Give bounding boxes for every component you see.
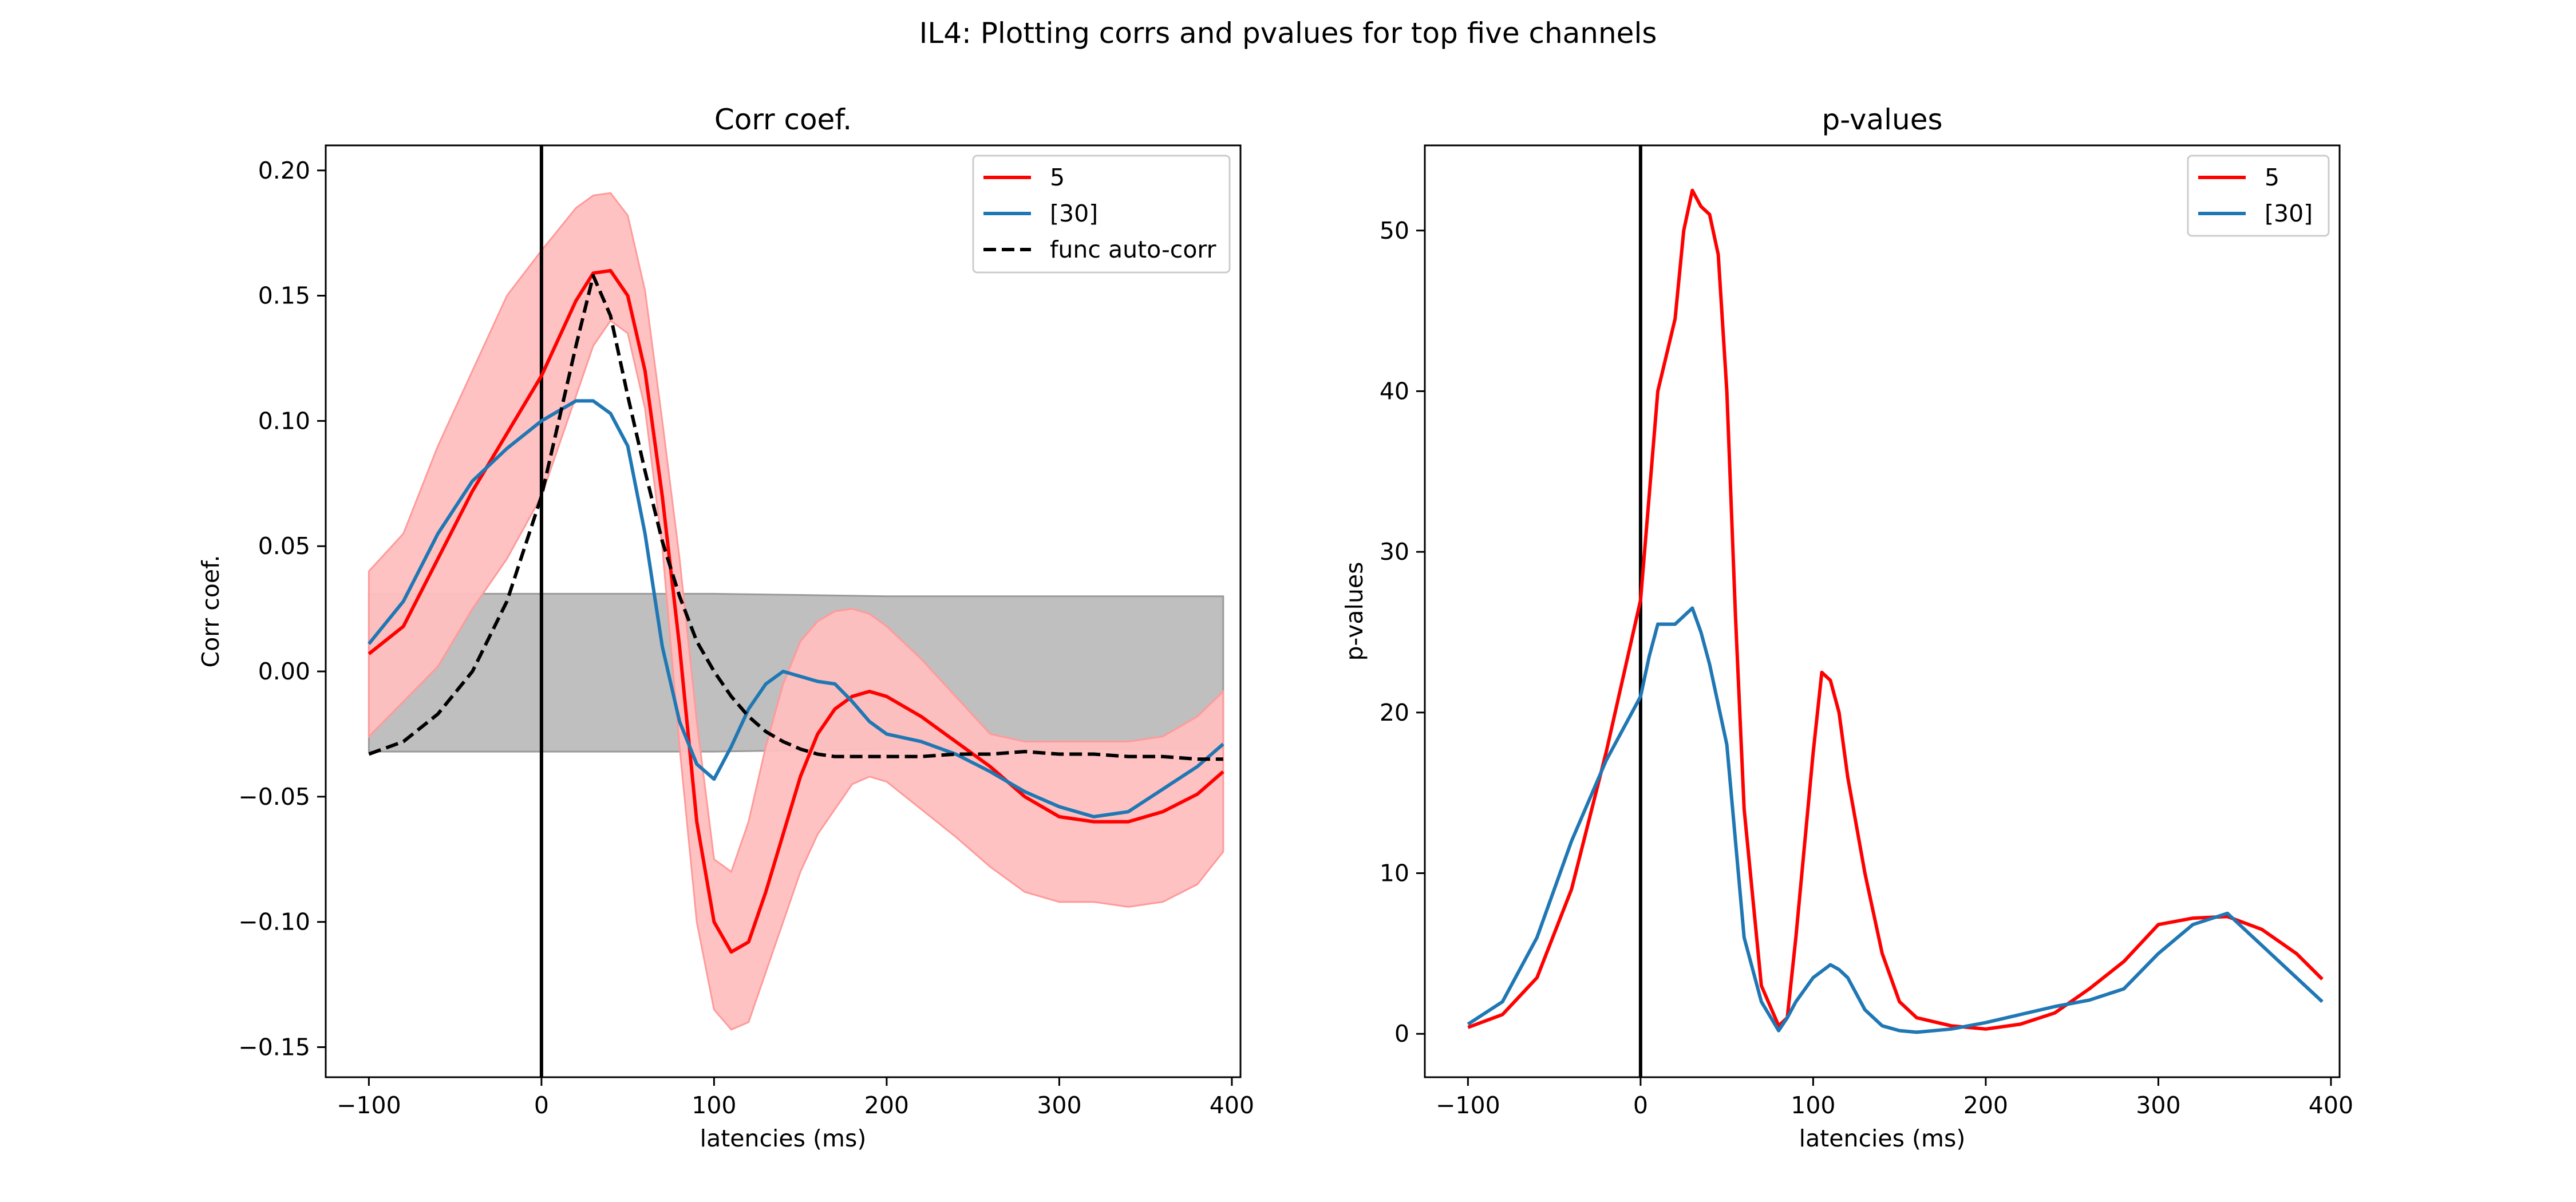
y-tick-label: 0.05 [258, 532, 310, 560]
y-tick-label: 0.00 [258, 658, 310, 685]
x-tick-label: 400 [1210, 1092, 1254, 1119]
series-5-confidence-band [368, 192, 1224, 1031]
series-line-30 [1467, 606, 2324, 1034]
p-values-y-axis-label: p-values [1341, 562, 1368, 661]
series-line-30 [368, 399, 1224, 819]
legend-label-5: 5 [2265, 164, 2279, 191]
x-tick-label: 100 [692, 1092, 736, 1119]
corr-coef-y-ticks: −0.15 −0.10 −0.05 0.00 0.05 0.10 0.15 0.20 [238, 157, 326, 1061]
y-tick-label: 50 [1380, 217, 1409, 244]
x-tick-label: −100 [337, 1092, 401, 1119]
y-tick-label: 0 [1394, 1020, 1409, 1047]
x-tick-label: 400 [2309, 1092, 2353, 1119]
corr-coef-x-ticks: −100 0 100 200 300 400 [337, 1077, 1254, 1119]
y-tick-label: 0.15 [258, 282, 310, 310]
p-values-x-ticks: −100 0 100 200 300 400 [1436, 1077, 2353, 1119]
corr-coef-legend-box [972, 155, 1231, 274]
y-tick-label: 20 [1380, 699, 1409, 726]
figure-suptitle: IL4: Plotting corrs and pvalues for top … [919, 17, 1657, 50]
legend-label-30: [30] [1050, 200, 1098, 227]
y-tick-label: −0.15 [238, 1033, 310, 1061]
corr-coef-axes-title: Corr coef. [714, 103, 852, 136]
y-tick-label: 10 [1380, 860, 1409, 887]
y-tick-label: −0.05 [238, 783, 310, 810]
legend-label-5: 5 [1050, 164, 1065, 191]
p-values-axes-title: p-values [1822, 103, 1942, 136]
p-values-plot-area [1467, 145, 2324, 1077]
p-values-y-ticks: 0 10 20 30 40 50 [1380, 217, 1425, 1047]
series-line-5 [1467, 188, 2324, 1031]
x-tick-label: 200 [864, 1092, 909, 1119]
p-values-subplot: p-values −100 0 100 200 300 400 0 10 20 30 40 50 l… [1341, 103, 2353, 1152]
corr-coef-y-axis-label: Corr coef. [197, 555, 224, 667]
legend-label-30: [30] [2265, 200, 2313, 227]
series-line-5 [368, 268, 1224, 954]
x-tick-label: 0 [1633, 1092, 1648, 1119]
corr-coef-plot-area [368, 145, 1224, 1077]
y-tick-label: −0.10 [238, 908, 310, 936]
corr-coef-axes-frame [325, 144, 1242, 1078]
legend-label-func-auto-corr: func auto-corr [1050, 236, 1216, 263]
corr-coef-x-axis-label: latencies (ms) [700, 1125, 867, 1152]
corr-coef-legend: 5 [30] func auto-corr [972, 155, 1231, 274]
y-tick-label: 0.20 [258, 157, 310, 184]
p-values-legend: 5 [30] [2187, 155, 2330, 237]
series-line-func-auto-corr [368, 274, 1223, 761]
x-tick-label: 0 [534, 1092, 549, 1119]
p-values-x-axis-label: latencies (ms) [1799, 1125, 1966, 1152]
p-values-axes-frame [1424, 144, 2341, 1078]
y-tick-label: 40 [1380, 377, 1409, 405]
x-tick-label: −100 [1436, 1092, 1500, 1119]
y-tick-label: 30 [1380, 538, 1409, 566]
y-tick-label: 0.10 [258, 407, 310, 434]
corr-coef-subplot: Corr coef. −100 0 100 200 300 400 −0.15−0.10−… [197, 103, 1254, 1152]
x-tick-label: 300 [2136, 1092, 2180, 1119]
x-tick-label: 200 [1963, 1092, 2008, 1119]
x-tick-label: 100 [1791, 1092, 1835, 1119]
x-tick-label: 300 [1037, 1092, 1081, 1119]
